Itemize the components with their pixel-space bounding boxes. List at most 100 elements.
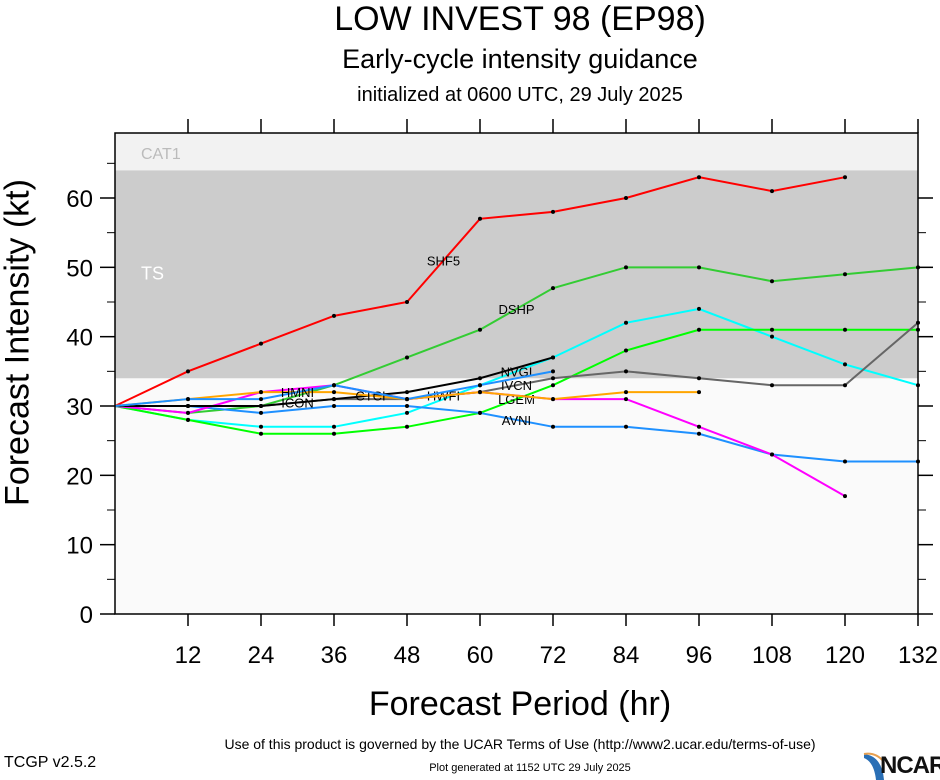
- data-point: [697, 431, 701, 436]
- y-tick-label: 60: [66, 186, 93, 213]
- data-point: [770, 334, 774, 339]
- data-point: [478, 376, 482, 381]
- data-point: [843, 494, 847, 499]
- series-label-ivcn: IVCN: [501, 378, 532, 393]
- data-point: [551, 355, 555, 360]
- data-point: [770, 279, 774, 284]
- data-point: [259, 410, 263, 415]
- data-point: [843, 459, 847, 464]
- band-ts: [115, 170, 918, 379]
- plot-frame: [114, 132, 919, 615]
- data-point: [770, 383, 774, 388]
- data-point: [332, 397, 336, 402]
- data-point: [624, 369, 628, 374]
- y-tick-label: 0: [80, 602, 93, 629]
- data-point: [697, 376, 701, 381]
- data-point: [332, 313, 336, 318]
- data-point: [186, 410, 190, 415]
- data-point: [551, 286, 555, 291]
- y-tick-label: 20: [66, 463, 93, 490]
- data-point: [478, 216, 482, 221]
- data-point: [478, 410, 482, 415]
- ncar-logo-text: NCAR: [880, 752, 940, 779]
- data-point: [624, 320, 628, 325]
- data-point: [843, 362, 847, 367]
- data-point: [478, 383, 482, 388]
- x-tick-label: 12: [175, 642, 202, 669]
- x-tick-label: 72: [540, 642, 567, 669]
- data-point: [551, 383, 555, 388]
- data-point: [478, 327, 482, 332]
- data-point: [405, 410, 409, 415]
- data-point: [551, 376, 555, 381]
- x-tick-label: 84: [613, 642, 640, 669]
- data-point: [332, 404, 336, 408]
- data-point: [186, 397, 190, 402]
- x-tick-label: 48: [394, 642, 421, 669]
- data-point: [843, 327, 847, 332]
- x-tick-label: 120: [825, 642, 865, 669]
- terms-of-use: Use of this product is governed by the U…: [224, 736, 816, 752]
- data-point: [697, 306, 701, 311]
- data-point: [770, 327, 774, 332]
- data-point: [259, 424, 263, 429]
- data-point: [697, 265, 701, 270]
- series-line-avni: [115, 405, 918, 463]
- band-cat1: [115, 133, 918, 171]
- y-tick-label: 30: [66, 394, 93, 421]
- series-label-nvgi: NVGI: [501, 364, 533, 379]
- y-tick-label: 10: [66, 533, 93, 560]
- data-point: [551, 397, 555, 402]
- data-point: [405, 300, 409, 304]
- x-tick-label: 36: [321, 642, 348, 669]
- data-point: [332, 390, 336, 395]
- data-point: [478, 390, 482, 395]
- series-label-avni: AVNI: [502, 413, 531, 428]
- data-point: [770, 189, 774, 194]
- generated-time: Plot generated at 1152 UTC 29 July 2025: [429, 762, 631, 774]
- data-point: [551, 209, 555, 214]
- data-point: [405, 404, 409, 408]
- x-tick-label: 132: [898, 642, 938, 669]
- data-point: [186, 369, 190, 374]
- series-label-hmni: HMNI: [281, 385, 314, 400]
- data-point: [624, 196, 628, 200]
- x-tick-label: 96: [686, 642, 713, 669]
- x-tick-label: 108: [752, 642, 792, 669]
- data-point: [843, 383, 847, 388]
- data-point: [624, 424, 628, 429]
- data-point: [624, 397, 628, 402]
- data-point: [405, 424, 409, 429]
- x-tick-label: 60: [467, 642, 494, 669]
- data-point: [186, 404, 190, 408]
- data-point: [332, 431, 336, 436]
- series-label-icon: ICON: [281, 396, 314, 411]
- ncar-logo-icon: [863, 752, 885, 780]
- chart-title: LOW INVEST 98 (EP98): [334, 0, 706, 38]
- data-point: [259, 431, 263, 436]
- data-point: [551, 369, 555, 374]
- data-point: [697, 327, 701, 332]
- data-point: [551, 424, 555, 429]
- data-point: [405, 390, 409, 395]
- series-label-dshp: DSHP: [498, 302, 534, 317]
- y-tick-label: 40: [66, 325, 93, 352]
- init-time: initialized at 0600 UTC, 29 July 2025: [357, 84, 683, 106]
- data-point: [259, 390, 263, 395]
- y-axis-label: Forecast Intensity (kt): [0, 179, 37, 506]
- series-line-nvgi: [114, 307, 919, 428]
- data-point: [405, 355, 409, 360]
- data-point: [624, 265, 628, 270]
- data-point: [770, 452, 774, 457]
- series-line-lgem: [114, 328, 918, 435]
- data-point: [843, 272, 847, 277]
- data-point: [697, 424, 701, 429]
- data-point: [624, 390, 628, 395]
- data-point: [259, 397, 263, 402]
- data-point: [259, 404, 263, 408]
- series-line-dshp: [114, 266, 919, 414]
- data-point: [624, 348, 628, 353]
- data-point: [332, 383, 336, 388]
- data-point: [697, 175, 701, 180]
